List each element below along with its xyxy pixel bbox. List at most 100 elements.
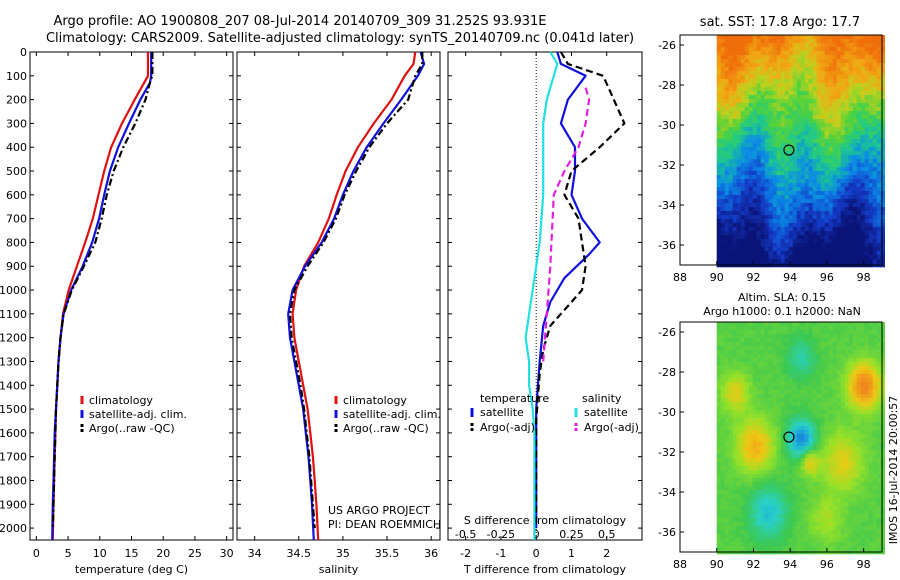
map-cell <box>768 183 773 188</box>
map-cell <box>836 79 841 84</box>
map-cell <box>804 430 809 435</box>
map-cell <box>748 139 753 144</box>
map-cell <box>752 382 757 387</box>
map-cell <box>876 107 881 112</box>
map-cell <box>728 103 733 108</box>
map-cell <box>856 259 861 264</box>
map-cell <box>740 175 745 180</box>
map-cell <box>728 378 733 383</box>
map-cell <box>780 115 785 120</box>
map-cell <box>736 207 741 212</box>
map-cell <box>852 486 857 491</box>
y-tick-label: 1100 <box>0 308 27 321</box>
map-cell <box>780 362 785 367</box>
map-cell <box>880 338 885 343</box>
map-cell <box>744 382 749 387</box>
map-cell <box>784 223 789 228</box>
map-cell <box>760 39 765 44</box>
map-cell <box>784 530 789 535</box>
map-cell <box>748 51 753 56</box>
map-cell <box>800 127 805 132</box>
map-cell <box>848 522 853 527</box>
map-cell <box>776 147 781 152</box>
map-cell <box>812 390 817 395</box>
map-cell <box>716 514 721 519</box>
map-cell <box>816 346 821 351</box>
map-cell <box>776 39 781 44</box>
map-cell <box>756 418 761 423</box>
map-cell <box>880 342 885 347</box>
map-cell <box>720 494 725 499</box>
map-cell <box>752 418 757 423</box>
map-cell <box>784 342 789 347</box>
map-cell <box>808 410 813 415</box>
map-cell <box>788 522 793 527</box>
map-cell <box>796 334 801 339</box>
map-cell <box>828 187 833 192</box>
map-cell <box>784 386 789 391</box>
map-cell <box>804 450 809 455</box>
map-cell <box>852 430 857 435</box>
map-cell <box>744 79 749 84</box>
map-cell <box>860 514 865 519</box>
map-cell <box>748 510 753 515</box>
map-cell <box>840 195 845 200</box>
map-cell <box>788 354 793 359</box>
map-cell <box>800 147 805 152</box>
map-cell <box>740 91 745 96</box>
map-cell <box>856 358 861 363</box>
map-cell <box>880 187 885 192</box>
map-cell <box>816 442 821 447</box>
series-line-argo-adj- <box>535 51 626 529</box>
map-cell <box>820 47 825 52</box>
map-cell <box>864 187 869 192</box>
map-cell <box>864 131 869 136</box>
map-cell <box>852 478 857 483</box>
map-cell <box>808 143 813 148</box>
map-cell <box>748 394 753 399</box>
map-cell <box>720 111 725 116</box>
map-cell <box>772 522 777 527</box>
map-cell <box>868 370 873 375</box>
map-cell <box>740 522 745 527</box>
map-cell <box>740 135 745 140</box>
map-cell <box>744 438 749 443</box>
map-cell <box>864 255 869 260</box>
map-cell <box>832 115 837 120</box>
map-cell <box>728 163 733 168</box>
map-cell <box>872 494 877 499</box>
map-cell <box>736 163 741 168</box>
map-cell <box>832 167 837 172</box>
map-cell <box>732 139 737 144</box>
map-cell <box>824 462 829 467</box>
x-tick-label: 90 <box>710 271 724 284</box>
map-cell <box>876 111 881 116</box>
map-cell <box>796 255 801 260</box>
map-cell <box>788 191 793 196</box>
map-cell <box>756 346 761 351</box>
map-cell <box>804 366 809 371</box>
map-cell <box>840 47 845 52</box>
map-cell <box>800 522 805 527</box>
map-cell <box>776 454 781 459</box>
map-cell <box>788 227 793 232</box>
map-cell <box>724 227 729 232</box>
map-cell <box>840 402 845 407</box>
map-cell <box>816 55 821 60</box>
map-cell <box>724 151 729 156</box>
map-cell <box>868 131 873 136</box>
map-cell <box>880 482 885 487</box>
map-cell <box>880 87 885 92</box>
map-cell <box>740 67 745 72</box>
map-cell <box>788 95 793 100</box>
map-cell <box>752 63 757 68</box>
map-cell <box>764 235 769 240</box>
map-cell <box>816 35 821 40</box>
map-cell <box>764 370 769 375</box>
map-cell <box>804 167 809 172</box>
map-cell <box>744 442 749 447</box>
map-cell <box>808 159 813 164</box>
map-cell <box>752 107 757 112</box>
map-cell <box>860 502 865 507</box>
map-cell <box>716 322 721 327</box>
